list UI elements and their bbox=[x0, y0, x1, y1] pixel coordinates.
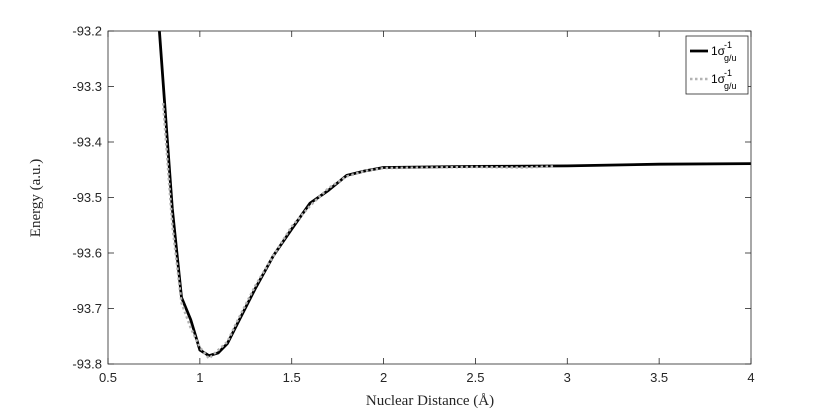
x-tick-label: 3.5 bbox=[650, 370, 668, 385]
x-tick-label: 4 bbox=[747, 370, 754, 385]
x-axis-title: Nuclear Distance (Å) bbox=[366, 393, 494, 409]
y-tick-label: -93.8 bbox=[72, 357, 102, 372]
plot-area bbox=[108, 31, 751, 364]
series-line-2-dotted bbox=[161, 103, 555, 360]
legend-label-2: 1σ-1 g/u bbox=[711, 68, 737, 91]
y-tick-label: -93.3 bbox=[72, 79, 102, 94]
axes-layer: 0.5 1 1.5 2 2.5 3 3.5 4 -93.2 -93.3 -93.4 -93.5 -93.… bbox=[72, 24, 754, 386]
legend-label-1: 1σ-1 g/u bbox=[711, 40, 737, 63]
x-tick-label: 1 bbox=[196, 370, 203, 385]
legend: 1σ-1 g/u 1σ-1 g/u bbox=[685, 35, 749, 95]
y-tick-label: -93.6 bbox=[72, 246, 102, 261]
x-tick-label: 0.5 bbox=[99, 370, 117, 385]
series-layer bbox=[158, 31, 751, 360]
y-tick-label: -93.7 bbox=[72, 301, 102, 316]
y-tick-label: -93.2 bbox=[72, 24, 102, 39]
legend-box bbox=[685, 35, 749, 95]
x-tick-label: 3 bbox=[564, 370, 571, 385]
y-tick-label: -93.4 bbox=[72, 135, 102, 150]
x-tick-label: 2.5 bbox=[466, 370, 484, 385]
y-tick-label: -93.5 bbox=[72, 190, 102, 205]
x-tick-label: 1.5 bbox=[283, 370, 301, 385]
x-tick-label: 2 bbox=[380, 370, 387, 385]
y-axis-title: Energy (a.u.) bbox=[28, 159, 44, 237]
